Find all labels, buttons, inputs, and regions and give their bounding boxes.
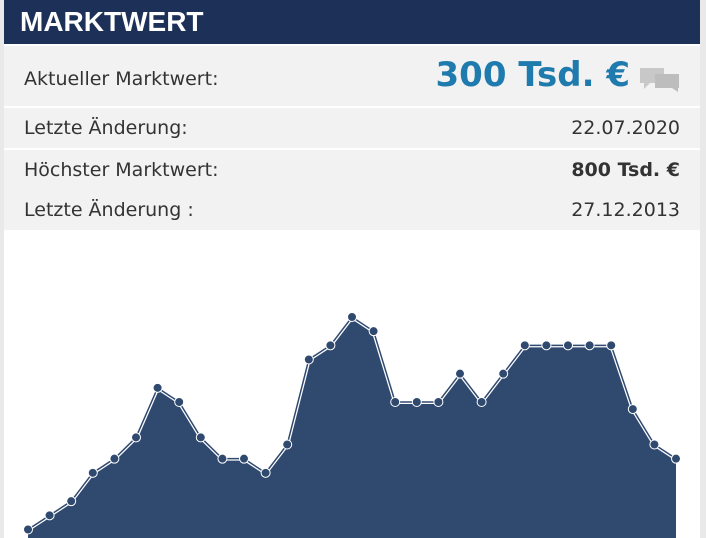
date: 22.07.2020 — [571, 117, 680, 139]
point — [282, 439, 293, 450]
date: 27.12.2013 — [571, 199, 680, 221]
point — [174, 397, 185, 407]
comment-icon[interactable] — [640, 66, 682, 92]
header: MARKTWERT — [4, 0, 700, 44]
point — [303, 354, 314, 365]
market-value-widget: MARKTWERT Aktueller Marktwert: 300 Tsd. … — [4, 0, 700, 538]
point — [195, 432, 206, 443]
current-value-row: Aktueller Marktwert: 300 Tsd. € — [4, 44, 700, 106]
highest-value: 800 Tsd. € — [571, 159, 680, 181]
point — [584, 340, 595, 351]
point — [455, 368, 465, 379]
point — [66, 496, 77, 507]
point — [325, 340, 336, 351]
current-value: 300 Tsd. € — [435, 55, 630, 95]
label: Letzte Änderung : — [24, 199, 194, 221]
point — [541, 340, 552, 351]
point — [411, 397, 422, 407]
point — [368, 326, 379, 337]
point — [498, 368, 509, 379]
highest-value-row: Höchster Marktwert: 800 Tsd. € Letzte Än… — [4, 148, 700, 230]
chart — [23, 312, 681, 538]
label: Höchster Marktwert: — [24, 159, 219, 181]
point — [390, 397, 401, 407]
point — [44, 510, 55, 521]
point — [476, 397, 487, 407]
point — [606, 340, 617, 351]
area — [28, 317, 676, 538]
point — [260, 467, 271, 478]
point — [239, 453, 249, 464]
last-change-row: Letzte Änderung: 22.07.2020 — [4, 106, 700, 148]
label: Letzte Änderung: — [24, 117, 188, 139]
point — [109, 453, 120, 464]
point — [23, 524, 33, 535]
point — [433, 397, 444, 407]
point — [131, 432, 141, 443]
point — [649, 439, 660, 450]
point — [519, 340, 530, 351]
point — [87, 467, 98, 478]
point — [217, 453, 228, 464]
point — [563, 340, 573, 351]
point — [347, 312, 357, 322]
point — [671, 453, 681, 464]
label: Aktueller Marktwert: — [24, 68, 219, 90]
point — [627, 404, 638, 415]
point — [152, 382, 163, 393]
